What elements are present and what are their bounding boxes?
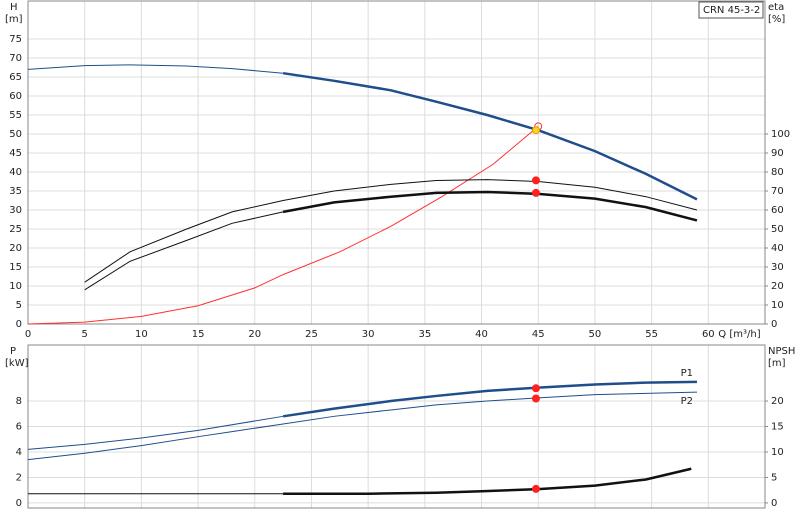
y-tick-label: 5 (16, 300, 22, 311)
y-tick-label: 70 (9, 53, 22, 64)
x-tick-label: 60 (702, 329, 715, 340)
curve (282, 71, 698, 201)
y-tick-label: 60 (9, 91, 22, 102)
y2-tick-label: 10 (771, 300, 784, 311)
y2-axis-unit: [m] (768, 358, 786, 369)
y2-axis-label: NPSH (768, 346, 795, 357)
x-tick-label: 5 (82, 329, 88, 340)
curve (84, 179, 698, 283)
y2-tick-label: 50 (771, 224, 784, 235)
series-label: P2 (681, 396, 693, 407)
curve (27, 415, 284, 450)
x-tick-label: 40 (475, 329, 488, 340)
y-tick-label: 50 (9, 129, 22, 140)
chart-title: CRN 45-3-2 (703, 5, 760, 16)
y-tick-label: 0 (16, 498, 22, 509)
operating-point (531, 188, 540, 197)
series-label: P1 (681, 368, 693, 379)
y2-axis-label: eta (768, 2, 784, 13)
y2-tick-label: 90 (771, 148, 784, 159)
x-tick-label: 20 (248, 329, 261, 340)
y2-tick-label: 0 (771, 498, 777, 509)
y-tick-label: 2 (16, 472, 22, 483)
operating-point (531, 384, 540, 393)
y-tick-label: 8 (16, 396, 22, 407)
y-axis-unit: [m] (5, 14, 23, 25)
operating-point (531, 126, 540, 135)
x-tick-label: 35 (418, 329, 431, 340)
x-tick-label: 50 (589, 329, 602, 340)
y2-tick-label: 0 (771, 319, 777, 330)
y-tick-label: 6 (16, 422, 22, 433)
y-tick-label: 10 (9, 281, 22, 292)
y2-tick-label: 15 (771, 422, 784, 433)
y-tick-label: 40 (9, 167, 22, 178)
y-tick-label: 65 (9, 72, 22, 83)
y2-tick-label: 5 (771, 472, 777, 483)
x-axis-label: Q [m³/h] (718, 329, 760, 340)
y2-tick-label: 20 (771, 281, 784, 292)
operating-point (531, 484, 540, 493)
y-axis-unit: [kW] (5, 358, 29, 369)
x-tick-label: 25 (305, 329, 318, 340)
x-tick-label: 0 (25, 329, 31, 340)
y2-tick-label: 100 (771, 129, 790, 140)
curve (84, 211, 284, 291)
y2-tick-label: 80 (771, 167, 784, 178)
y2-tick-label: 10 (771, 447, 784, 458)
curve (27, 64, 284, 74)
y-tick-label: 75 (9, 34, 22, 45)
y2-tick-label: 60 (771, 205, 784, 216)
plot-frame (27, 0, 766, 325)
curve (283, 467, 692, 495)
y-tick-label: 55 (9, 110, 22, 121)
y-tick-label: 45 (9, 148, 22, 159)
y-tick-label: 30 (9, 205, 22, 216)
y-tick-label: 4 (16, 447, 22, 458)
x-tick-label: 30 (362, 329, 375, 340)
operating-point (531, 176, 540, 185)
x-tick-label: 55 (645, 329, 658, 340)
y2-axis-unit: [%] (768, 14, 785, 25)
y-tick-label: 0 (16, 319, 22, 330)
x-tick-label: 45 (532, 329, 545, 340)
curve (27, 391, 697, 461)
y2-tick-label: 20 (771, 396, 784, 407)
y-tick-label: 15 (9, 262, 22, 273)
y2-tick-label: 30 (771, 262, 784, 273)
y-tick-label: 20 (9, 243, 22, 254)
y-axis-label: P (10, 346, 16, 357)
title-box (698, 1, 764, 19)
y2-tick-label: 40 (771, 243, 784, 254)
y-tick-label: 25 (9, 224, 22, 235)
curve (282, 380, 697, 418)
plot-frame (27, 344, 766, 509)
operating-point (531, 394, 540, 403)
curve (282, 190, 698, 222)
x-tick-label: 10 (135, 329, 148, 340)
x-tick-label: 15 (192, 329, 205, 340)
y-axis-label: H (10, 2, 18, 13)
y2-tick-label: 70 (771, 186, 784, 197)
curve (27, 126, 539, 325)
y-tick-label: 35 (9, 186, 22, 197)
